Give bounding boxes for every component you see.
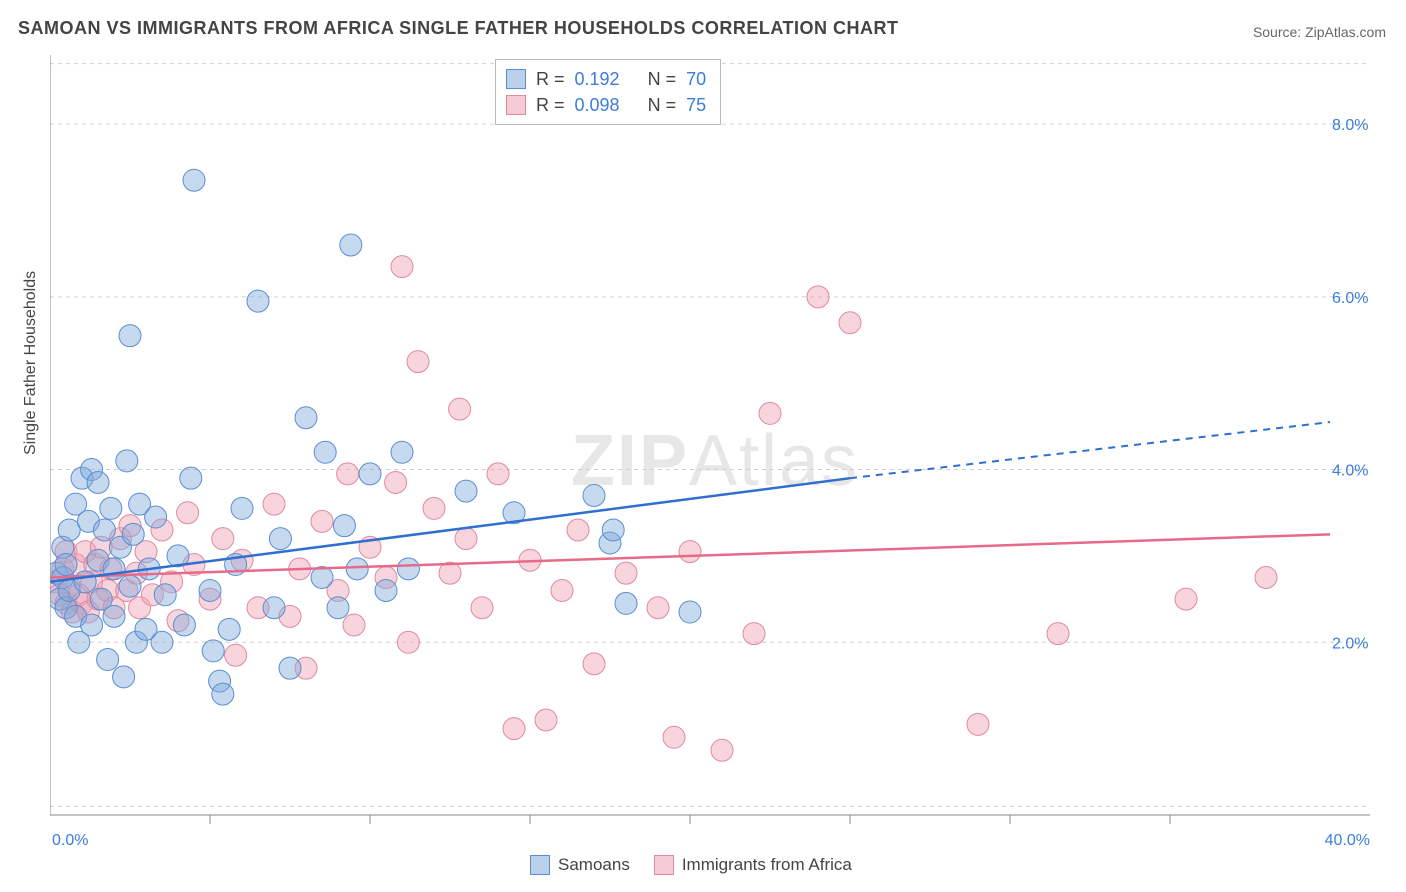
n-label: N =	[648, 66, 677, 92]
swatch-blue-icon	[506, 69, 526, 89]
svg-text:4.0%: 4.0%	[1332, 463, 1368, 480]
legend-label: Samoans	[558, 855, 630, 875]
stats-row-blue: R = 0.192 N = 70	[506, 66, 706, 92]
svg-text:2.0%: 2.0%	[1332, 635, 1368, 652]
svg-text:6.0%: 6.0%	[1332, 290, 1368, 307]
n-value-blue: 70	[686, 66, 706, 92]
chart-title: SAMOAN VS IMMIGRANTS FROM AFRICA SINGLE …	[18, 18, 899, 39]
watermark: ZIPAtlas	[571, 421, 859, 501]
stats-box: R = 0.192 N = 70 R = 0.098 N = 75	[495, 59, 721, 125]
legend-label: Immigrants from Africa	[682, 855, 852, 875]
bottom-legend: Samoans Immigrants from Africa	[530, 855, 852, 875]
legend-item-africa: Immigrants from Africa	[654, 855, 852, 875]
r-label: R =	[536, 66, 565, 92]
svg-text:0.0%: 0.0%	[52, 832, 88, 845]
swatch-blue-icon	[530, 855, 550, 875]
n-value-pink: 75	[686, 92, 706, 118]
r-value-pink: 0.098	[575, 92, 620, 118]
svg-text:8.0%: 8.0%	[1332, 117, 1368, 134]
source-label: Source: ZipAtlas.com	[1253, 24, 1386, 40]
y-axis-label: Single Father Households	[22, 271, 40, 455]
scatter-plot: ZIPAtlas 2.0% 4.0% 6.0% 8.0% 0.0% 40.0%	[50, 55, 1380, 845]
swatch-pink-icon	[654, 855, 674, 875]
r-label: R =	[536, 92, 565, 118]
swatch-pink-icon	[506, 95, 526, 115]
legend-item-samoans: Samoans	[530, 855, 630, 875]
chart-area: Single Father Households ZIPAtlas 2.0%4.…	[50, 55, 1380, 845]
stats-row-pink: R = 0.098 N = 75	[506, 92, 706, 118]
n-label: N =	[648, 92, 677, 118]
r-value-blue: 0.192	[575, 66, 620, 92]
svg-text:40.0%: 40.0%	[1325, 832, 1370, 845]
